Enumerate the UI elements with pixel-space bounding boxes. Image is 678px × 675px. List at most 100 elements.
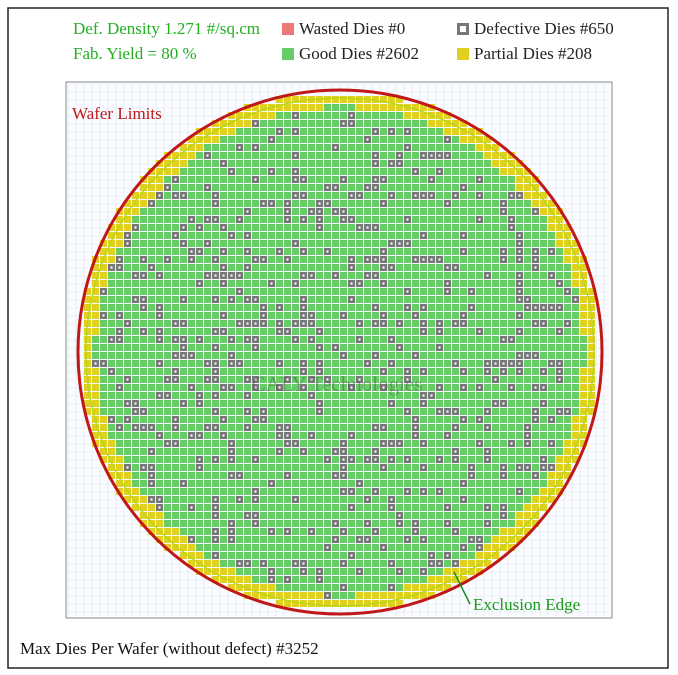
good-die	[188, 192, 195, 199]
good-die	[404, 136, 411, 143]
good-die	[508, 416, 515, 423]
good-die	[156, 288, 163, 295]
partial-die	[516, 520, 523, 527]
good-die	[348, 416, 355, 423]
partial-die	[404, 592, 411, 599]
defective-die-mark	[206, 218, 209, 221]
good-die	[332, 360, 339, 367]
good-die	[188, 336, 195, 343]
good-die	[452, 224, 459, 231]
good-die	[180, 376, 187, 383]
partial-die	[500, 160, 507, 167]
good-die	[356, 208, 363, 215]
good-die	[364, 280, 371, 287]
defective-die-mark	[214, 530, 217, 533]
good-die	[540, 216, 547, 223]
good-die	[324, 512, 331, 519]
partial-die	[588, 376, 595, 383]
good-die	[348, 368, 355, 375]
good-die	[508, 456, 515, 463]
good-die	[468, 488, 475, 495]
good-die	[348, 312, 355, 319]
good-die	[436, 400, 443, 407]
defective-die-mark	[462, 370, 465, 373]
good-die	[372, 208, 379, 215]
good-die	[404, 392, 411, 399]
good-die	[532, 232, 539, 239]
partial-die	[468, 568, 475, 575]
good-die	[460, 152, 467, 159]
good-die	[268, 416, 275, 423]
good-die	[260, 240, 267, 247]
partial-die	[356, 96, 363, 103]
good-die	[236, 408, 243, 415]
partial-die	[588, 408, 595, 415]
good-die	[500, 176, 507, 183]
good-die	[124, 288, 131, 295]
good-die	[276, 352, 283, 359]
good-die	[412, 152, 419, 159]
defective-die-mark	[334, 146, 337, 149]
partial-die	[156, 536, 163, 543]
defective-die-mark	[414, 170, 417, 173]
good-die	[244, 464, 251, 471]
good-die	[540, 352, 547, 359]
good-die	[140, 432, 147, 439]
partial-die	[484, 544, 491, 551]
good-die	[484, 216, 491, 223]
good-die	[244, 280, 251, 287]
good-die	[316, 120, 323, 127]
partial-die	[396, 592, 403, 599]
good-die	[140, 216, 147, 223]
partial-die	[564, 448, 571, 455]
defective-die-mark	[518, 194, 521, 197]
good-die	[164, 480, 171, 487]
partial-die	[172, 152, 179, 159]
wasted-swatch	[282, 23, 294, 35]
good-die	[316, 440, 323, 447]
good-die	[284, 240, 291, 247]
good-die	[356, 552, 363, 559]
defective-die-mark	[510, 194, 513, 197]
good-die	[100, 344, 107, 351]
defective-die-mark	[286, 258, 289, 261]
good-die	[124, 336, 131, 343]
defective-die-mark	[398, 442, 401, 445]
good-die	[396, 504, 403, 511]
good-die	[356, 312, 363, 319]
good-die	[196, 296, 203, 303]
good-die	[348, 184, 355, 191]
good-die	[484, 296, 491, 303]
good-die	[300, 544, 307, 551]
good-die	[324, 432, 331, 439]
good-die	[140, 448, 147, 455]
good-die	[516, 304, 523, 311]
good-die	[108, 360, 115, 367]
good-die	[204, 176, 211, 183]
good-die	[348, 424, 355, 431]
defective-die-mark	[278, 322, 281, 325]
good-die	[508, 504, 515, 511]
good-die	[220, 536, 227, 543]
defective-die-mark	[278, 434, 281, 437]
good-die	[124, 432, 131, 439]
good-die	[252, 536, 259, 543]
good-die	[500, 240, 507, 247]
good-die	[252, 440, 259, 447]
good-die	[100, 296, 107, 303]
defective-die-mark	[390, 458, 393, 461]
defective-die-mark	[502, 402, 505, 405]
good-die	[116, 432, 123, 439]
good-die	[468, 544, 475, 551]
good-die	[404, 576, 411, 583]
partial-die	[372, 96, 379, 103]
good-die	[332, 440, 339, 447]
partial-die	[556, 216, 563, 223]
good-die	[348, 568, 355, 575]
defective-die-mark	[206, 186, 209, 189]
defective-die-mark	[278, 306, 281, 309]
good-die	[492, 448, 499, 455]
defective-die-mark	[350, 298, 353, 301]
partial-die	[244, 592, 251, 599]
partial-die	[140, 200, 147, 207]
